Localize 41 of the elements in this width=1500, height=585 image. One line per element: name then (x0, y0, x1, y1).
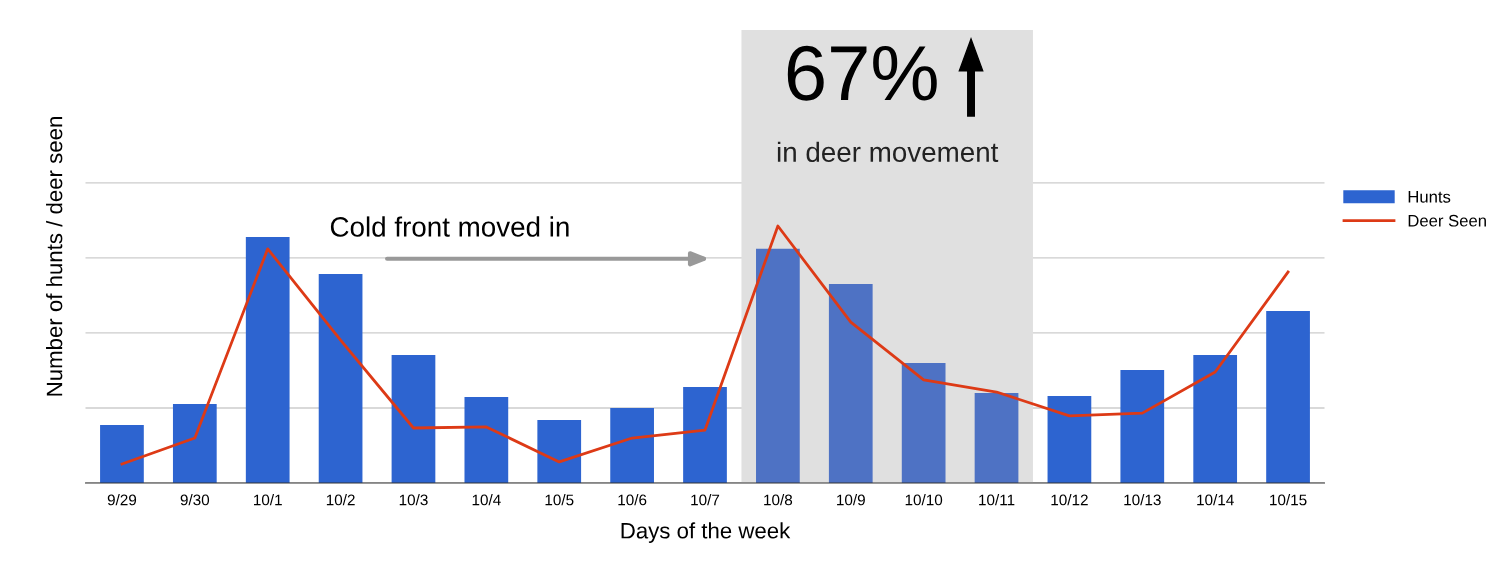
bar (1047, 395, 1092, 483)
x-axis-title: Days of the week (621, 522, 791, 543)
x-tick-label: 10/15 (1270, 494, 1307, 506)
x-tick-label: 9/30 (180, 494, 210, 506)
x-tick-label: 10/12 (1051, 494, 1088, 506)
x-tick-label: 10/13 (1124, 494, 1161, 506)
bar (391, 355, 436, 483)
text: in deer movement (777, 141, 999, 163)
band-label: 67% (787, 45, 937, 101)
bar (464, 396, 509, 483)
y-axis-title: Number of hunts / deer seen (46, 117, 63, 396)
bar (1120, 369, 1165, 483)
x-tick-label: 10/9 (837, 494, 865, 506)
bar (974, 393, 1019, 483)
x-tick-label: 10/5 (545, 494, 574, 506)
bar (245, 237, 290, 483)
x-tick-label: 10/4 (472, 494, 501, 506)
x-tick-label: 10/10 (905, 494, 943, 506)
bar (828, 284, 873, 483)
x-tick-label: 10/1 (254, 494, 282, 506)
bar (318, 274, 363, 483)
bar (100, 424, 144, 483)
bar (683, 386, 727, 483)
legend-label: Deer Seen (1408, 214, 1486, 227)
x-tick-label: 10/3 (399, 494, 428, 506)
bar (1193, 355, 1238, 483)
x-tick-label: 10/7 (691, 494, 720, 506)
x-tick-label: 10/2 (326, 494, 355, 506)
x-tick-label: 9/29 (107, 494, 137, 506)
bar (901, 362, 946, 483)
bar (610, 407, 654, 483)
x-tick-label: 10/6 (618, 494, 647, 506)
legend-label: Hunts (1408, 191, 1451, 203)
bar (1266, 311, 1310, 483)
x-tick-label: 10/8 (764, 494, 793, 506)
x-tick-label: 10/11 (979, 494, 1015, 506)
bar (537, 420, 582, 483)
annotation: Cold front moved in (330, 216, 569, 237)
bar (756, 248, 800, 483)
x-tick-label: 10/14 (1197, 494, 1234, 506)
bar (172, 404, 217, 483)
